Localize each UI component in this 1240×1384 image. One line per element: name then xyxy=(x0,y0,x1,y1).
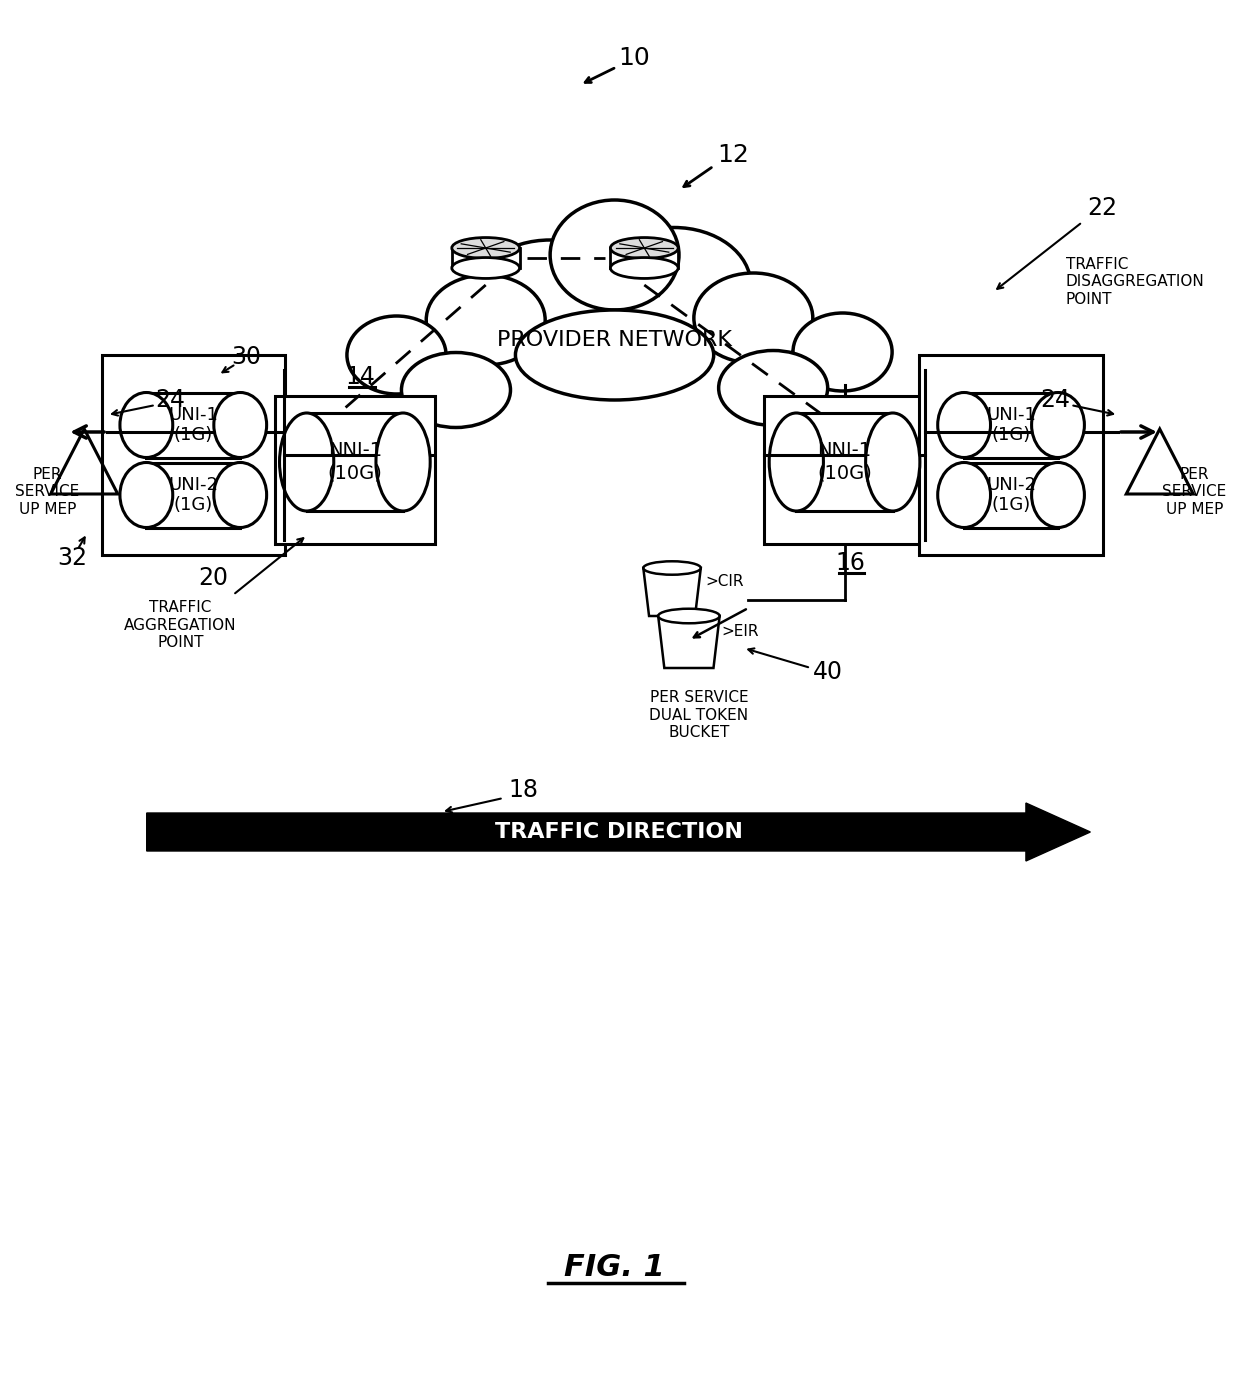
Text: PER
SERVICE
UP MEP: PER SERVICE UP MEP xyxy=(1162,468,1226,516)
Text: 24: 24 xyxy=(1040,388,1070,412)
Text: PER
SERVICE
UP MEP: PER SERVICE UP MEP xyxy=(15,468,79,516)
Text: 18: 18 xyxy=(508,778,538,801)
Ellipse shape xyxy=(451,257,520,278)
Ellipse shape xyxy=(598,227,751,342)
Text: PROVIDER NETWORK: PROVIDER NETWORK xyxy=(497,329,732,350)
Text: 30: 30 xyxy=(231,345,260,370)
Text: >EIR: >EIR xyxy=(722,624,759,639)
Bar xyxy=(965,462,1058,527)
Text: UNI-2
(1G): UNI-2 (1G) xyxy=(169,476,218,515)
Bar xyxy=(274,396,435,544)
Ellipse shape xyxy=(658,609,719,623)
Text: 40: 40 xyxy=(812,660,843,684)
Text: 10: 10 xyxy=(619,46,650,71)
Ellipse shape xyxy=(347,316,446,394)
Ellipse shape xyxy=(644,562,701,574)
Text: 24: 24 xyxy=(155,388,186,412)
Ellipse shape xyxy=(937,393,991,458)
Text: 12: 12 xyxy=(718,143,749,167)
Ellipse shape xyxy=(516,310,714,400)
Bar xyxy=(102,356,285,555)
Ellipse shape xyxy=(120,393,172,458)
Bar xyxy=(306,412,403,511)
Ellipse shape xyxy=(551,201,680,310)
Bar xyxy=(965,393,1058,458)
Ellipse shape xyxy=(279,412,334,511)
Ellipse shape xyxy=(402,353,511,428)
Text: UNI-2
(1G): UNI-2 (1G) xyxy=(986,476,1037,515)
Ellipse shape xyxy=(719,350,827,425)
Text: FIG. 1: FIG. 1 xyxy=(564,1254,665,1283)
Ellipse shape xyxy=(866,412,920,511)
Ellipse shape xyxy=(1032,393,1085,458)
Bar xyxy=(610,248,678,268)
Text: 20: 20 xyxy=(198,566,228,590)
Text: 14: 14 xyxy=(346,365,376,389)
Ellipse shape xyxy=(474,239,627,350)
Text: UNI-1
(1G): UNI-1 (1G) xyxy=(986,406,1035,444)
Bar xyxy=(146,393,241,458)
Ellipse shape xyxy=(794,313,892,392)
Text: >CIR: >CIR xyxy=(706,574,744,590)
Ellipse shape xyxy=(213,462,267,527)
Text: NNI-1
(10G): NNI-1 (10G) xyxy=(817,441,872,483)
Bar xyxy=(764,396,925,544)
Ellipse shape xyxy=(610,257,678,278)
Ellipse shape xyxy=(451,238,520,259)
Text: PER SERVICE
DUAL TOKEN
BUCKET: PER SERVICE DUAL TOKEN BUCKET xyxy=(650,691,749,740)
Polygon shape xyxy=(644,567,701,616)
Bar xyxy=(919,356,1102,555)
Ellipse shape xyxy=(376,412,430,511)
Text: 32: 32 xyxy=(57,547,88,570)
Ellipse shape xyxy=(1032,462,1085,527)
Bar xyxy=(796,412,893,511)
FancyArrow shape xyxy=(146,803,1090,861)
Bar xyxy=(146,462,241,527)
Polygon shape xyxy=(658,616,719,668)
Ellipse shape xyxy=(937,462,991,527)
Text: 22: 22 xyxy=(1087,197,1117,220)
Ellipse shape xyxy=(213,393,267,458)
Ellipse shape xyxy=(769,412,823,511)
Text: TRAFFIC DIRECTION: TRAFFIC DIRECTION xyxy=(495,822,743,841)
Ellipse shape xyxy=(427,275,546,365)
Text: TRAFFIC
DISAGGREGATION
POINT: TRAFFIC DISAGGREGATION POINT xyxy=(1065,257,1204,307)
Bar xyxy=(451,248,520,268)
Text: 16: 16 xyxy=(836,551,866,574)
Ellipse shape xyxy=(610,238,678,259)
Ellipse shape xyxy=(694,273,812,363)
Text: UNI-1
(1G): UNI-1 (1G) xyxy=(169,406,218,444)
Text: TRAFFIC
AGGREGATION
POINT: TRAFFIC AGGREGATION POINT xyxy=(124,601,237,650)
Ellipse shape xyxy=(120,462,172,527)
Text: NNI-1
(10G): NNI-1 (10G) xyxy=(327,441,382,483)
